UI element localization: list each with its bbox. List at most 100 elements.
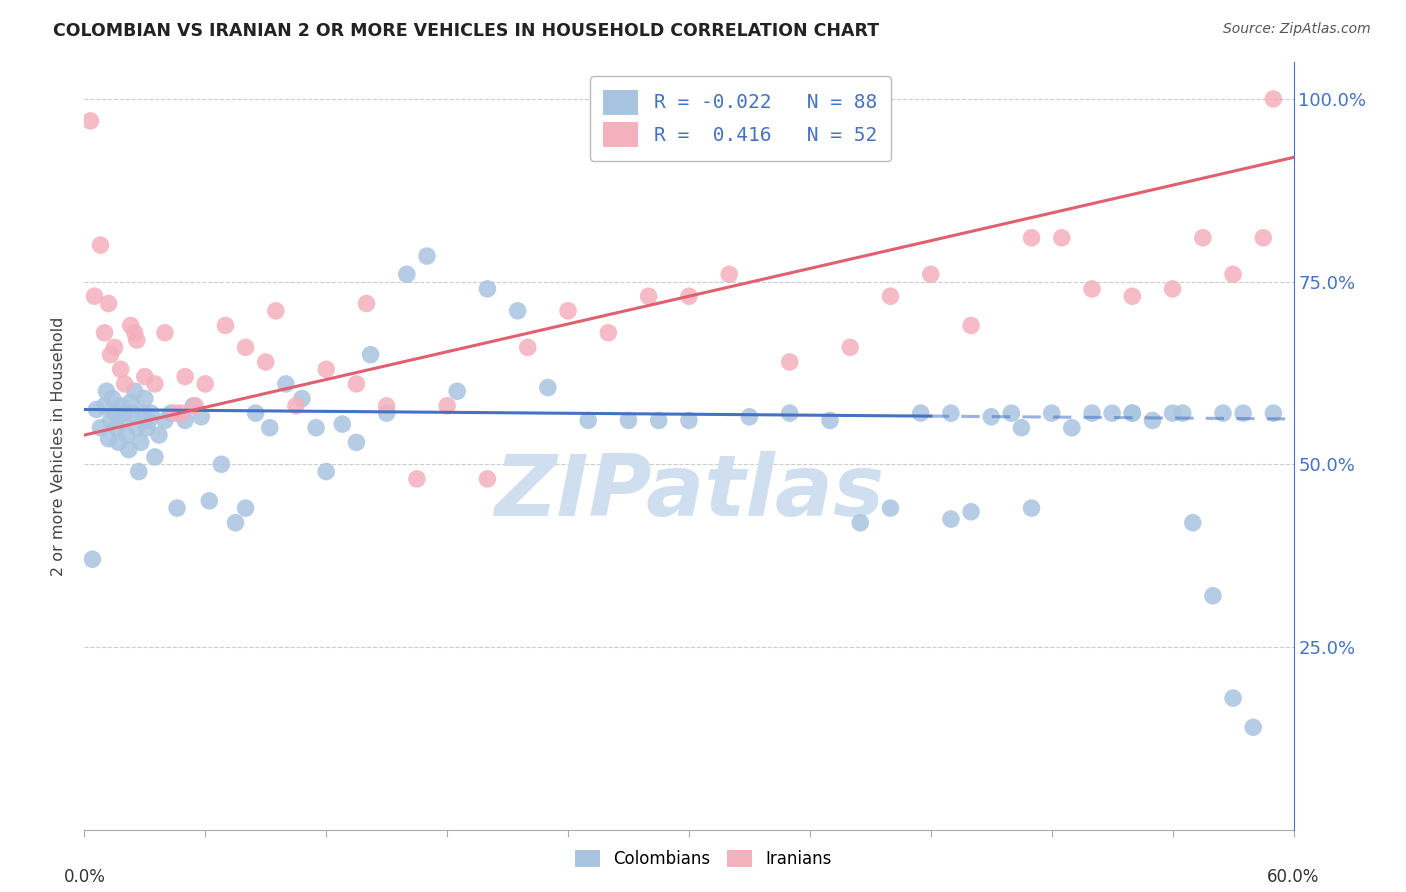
- Point: [125, 421, 148, 435]
- Point: [174, 369, 197, 384]
- Point: [980, 409, 1002, 424]
- Point: [1161, 406, 1184, 420]
- Point: [274, 376, 297, 391]
- Point: [839, 340, 862, 354]
- Point: [121, 406, 143, 420]
- Point: [960, 318, 983, 333]
- Point: [1253, 231, 1275, 245]
- Point: [305, 421, 328, 435]
- Point: [110, 362, 132, 376]
- Point: [1222, 268, 1244, 282]
- Point: [1212, 406, 1234, 420]
- Point: [1081, 282, 1104, 296]
- Point: [576, 413, 599, 427]
- Point: [93, 326, 115, 340]
- Point: [104, 340, 127, 354]
- Point: [920, 268, 942, 282]
- Point: [1040, 406, 1063, 420]
- Point: [678, 289, 700, 303]
- Point: [1121, 406, 1143, 420]
- Point: [960, 505, 983, 519]
- Point: [259, 421, 281, 435]
- Point: [738, 409, 761, 424]
- Point: [120, 395, 142, 409]
- Point: [356, 296, 378, 310]
- Point: [166, 501, 188, 516]
- Point: [477, 472, 499, 486]
- Text: ZIPatlas: ZIPatlas: [494, 450, 884, 533]
- Point: [105, 421, 128, 435]
- Point: [214, 318, 236, 333]
- Point: [1121, 406, 1143, 420]
- Point: [93, 399, 115, 413]
- Point: [100, 413, 122, 427]
- Point: [598, 326, 620, 340]
- Point: [1171, 406, 1194, 420]
- Point: [1142, 413, 1164, 427]
- Point: [285, 399, 308, 413]
- Point: [879, 289, 901, 303]
- Point: [1081, 406, 1104, 420]
- Point: [1050, 231, 1073, 245]
- Point: [165, 406, 187, 420]
- Point: [516, 340, 538, 354]
- Point: [346, 435, 368, 450]
- Point: [1263, 92, 1285, 106]
- Point: [1011, 421, 1033, 435]
- Point: [118, 442, 141, 457]
- Point: [818, 413, 841, 427]
- Point: [160, 406, 183, 420]
- Point: [446, 384, 468, 399]
- Point: [128, 465, 150, 479]
- Point: [360, 348, 382, 362]
- Point: [100, 348, 122, 362]
- Point: [184, 399, 207, 413]
- Point: [111, 413, 134, 427]
- Point: [120, 318, 142, 333]
- Point: [134, 369, 156, 384]
- Point: [477, 282, 499, 296]
- Point: [1222, 691, 1244, 706]
- Point: [1181, 516, 1204, 530]
- Point: [209, 457, 232, 471]
- Point: [1232, 406, 1254, 420]
- Point: [124, 326, 146, 340]
- Point: [648, 413, 671, 427]
- Point: [1241, 720, 1264, 734]
- Point: [1121, 289, 1143, 303]
- Point: [89, 421, 111, 435]
- Point: [1021, 501, 1043, 516]
- Point: [170, 406, 193, 420]
- Point: [1263, 406, 1285, 420]
- Point: [718, 268, 741, 282]
- Point: [245, 406, 267, 420]
- Point: [235, 340, 257, 354]
- Point: [139, 406, 162, 420]
- Point: [779, 355, 801, 369]
- Point: [110, 399, 132, 413]
- Point: [939, 406, 962, 420]
- Text: 60.0%: 60.0%: [1267, 869, 1320, 887]
- Point: [1202, 589, 1225, 603]
- Point: [138, 413, 160, 427]
- Point: [104, 406, 127, 420]
- Point: [537, 380, 560, 394]
- Point: [1161, 282, 1184, 296]
- Point: [330, 417, 353, 431]
- Point: [637, 289, 659, 303]
- Point: [89, 238, 111, 252]
- Point: [174, 413, 197, 427]
- Point: [1101, 406, 1123, 420]
- Point: [79, 114, 101, 128]
- Point: [125, 333, 148, 347]
- Point: [134, 392, 156, 406]
- Point: [148, 428, 170, 442]
- Point: [1060, 421, 1083, 435]
- Point: [181, 399, 204, 413]
- Point: [97, 432, 120, 446]
- Point: [1192, 231, 1215, 245]
- Point: [315, 362, 337, 376]
- Point: [82, 552, 104, 566]
- Legend: R = -0.022   N = 88, R =  0.416   N = 52: R = -0.022 N = 88, R = 0.416 N = 52: [591, 76, 891, 161]
- Point: [346, 376, 368, 391]
